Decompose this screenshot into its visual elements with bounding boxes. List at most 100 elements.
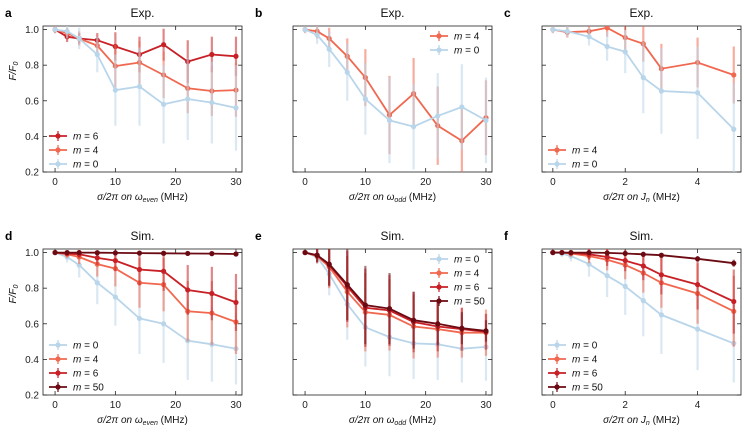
data-point xyxy=(640,298,646,304)
y-tick-label: 0.6 xyxy=(25,96,39,107)
data-point xyxy=(586,34,592,40)
data-point xyxy=(622,283,628,289)
x-tick-label: 0 xyxy=(52,177,58,188)
data-point xyxy=(640,251,646,257)
data-point xyxy=(112,250,118,256)
legend-label: m = 0 xyxy=(572,341,598,352)
series-line xyxy=(304,251,487,350)
plot-area xyxy=(302,249,489,383)
panel-title: Exp. xyxy=(629,6,653,20)
legend-var: m xyxy=(73,146,81,157)
legend-label: m = 6 xyxy=(572,369,598,380)
x-axis-label: σ/2π on ωodd (MHz) xyxy=(349,192,436,204)
series-line xyxy=(54,251,237,323)
legend-value: = 0 xyxy=(81,160,98,171)
x-label-main: σ/2π on ω xyxy=(349,192,395,203)
legend-var: m xyxy=(572,341,580,352)
legend-marker xyxy=(55,356,61,362)
series-line xyxy=(54,28,237,109)
data-point xyxy=(386,306,393,312)
series-line xyxy=(54,251,237,350)
legend-marker xyxy=(55,384,61,390)
x-tick-label: 0 xyxy=(302,177,308,188)
legend-item-m6: m = 6 xyxy=(49,368,99,380)
legend-item-m4: m = 4 xyxy=(430,31,480,43)
x-tick-label: 30 xyxy=(480,400,492,411)
y-tick-label: 0.6 xyxy=(25,319,39,330)
data-point xyxy=(694,256,701,262)
x-label-sub: n xyxy=(646,420,650,427)
x-tick-label: 0 xyxy=(52,400,58,411)
data-point xyxy=(731,260,737,266)
series-line xyxy=(304,28,487,142)
legend-label: m = 6 xyxy=(73,369,99,380)
legend-value: = 50 xyxy=(462,297,485,308)
x-label-sub: n xyxy=(646,197,650,204)
data-point xyxy=(94,51,100,58)
legend-value: = 4 xyxy=(462,269,479,280)
data-point xyxy=(314,252,320,258)
series-m50 xyxy=(550,249,737,267)
legend-item-m4: m = 4 xyxy=(548,354,598,366)
data-point xyxy=(136,83,143,90)
data-point xyxy=(731,126,737,132)
legend-label: m = 4 xyxy=(454,269,480,280)
data-point xyxy=(209,51,215,58)
data-point xyxy=(233,53,239,59)
legend-item-m6: m = 6 xyxy=(430,282,480,294)
data-point xyxy=(233,105,239,111)
legend-value: = 0 xyxy=(580,341,597,352)
data-point xyxy=(568,249,574,256)
x-tick-label: 2 xyxy=(622,177,628,188)
data-point xyxy=(136,250,143,256)
legend: m = 0m = 4m = 6m = 50 xyxy=(49,340,104,394)
x-label-main: σ/2π on J xyxy=(603,415,647,426)
legend-var: m xyxy=(454,46,462,57)
legend-marker xyxy=(55,342,61,348)
data-point xyxy=(694,326,701,332)
legend-item-m4: m = 4 xyxy=(49,354,99,366)
x-label-sub: even xyxy=(143,420,158,427)
legend-label: m = 6 xyxy=(73,132,99,143)
x-label-sub: even xyxy=(143,197,158,204)
legend-var: m xyxy=(73,383,81,394)
legend-var: m xyxy=(572,160,580,171)
data-point xyxy=(622,250,628,257)
data-point xyxy=(161,321,167,327)
data-point xyxy=(483,328,489,334)
x-label-unit: (MHz) xyxy=(650,192,680,203)
legend-item-m50: m = 50 xyxy=(49,382,104,394)
data-point xyxy=(658,88,665,94)
legend-var: m xyxy=(454,297,462,308)
data-point xyxy=(64,249,70,256)
legend-value: = 50 xyxy=(580,383,603,394)
data-point xyxy=(185,250,191,257)
y-tick-label: 0.2 xyxy=(25,168,39,179)
x-label-unit: (MHz) xyxy=(650,415,680,426)
data-point xyxy=(233,251,239,257)
legend-marker xyxy=(55,370,61,376)
legend: m = 0 m = 4 m = 6 m = 50 xyxy=(548,340,603,394)
legend-marker xyxy=(436,33,442,39)
x-tick-label: 4 xyxy=(695,177,701,188)
data-point xyxy=(731,298,737,305)
data-point xyxy=(604,26,610,31)
series-line xyxy=(55,251,237,255)
plot-area xyxy=(550,249,737,383)
data-point xyxy=(76,35,82,42)
data-point xyxy=(76,262,82,268)
data-point xyxy=(586,261,592,267)
legend-label: m = 4 xyxy=(73,355,99,366)
legend-marker xyxy=(55,147,61,153)
series-m0 xyxy=(302,26,489,170)
legend-value: = 4 xyxy=(462,32,479,43)
legend-var: m xyxy=(73,369,81,380)
y-tick-label: 0.8 xyxy=(25,284,39,295)
data-point xyxy=(459,104,465,110)
panel-f: f Sim.0 2 4σ/2π on Jn (MHz)m = 0m = 4m = 6m… xyxy=(504,229,742,427)
y-label-sub: 0 xyxy=(13,61,20,65)
legend-value: = 50 xyxy=(81,383,104,394)
x-label-sub: odd xyxy=(394,420,407,427)
data-point xyxy=(185,96,191,102)
data-point xyxy=(161,250,167,256)
